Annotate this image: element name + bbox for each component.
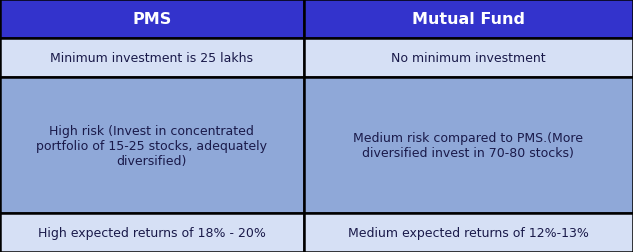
Text: High risk (Invest in concentrated
portfolio of 15-25 stocks, adequately
diversif: High risk (Invest in concentrated portfo…	[37, 124, 267, 167]
Text: Minimum investment is 25 lakhs: Minimum investment is 25 lakhs	[51, 52, 253, 65]
Bar	[304, 78, 633, 213]
Text: No minimum investment: No minimum investment	[391, 52, 546, 65]
Text: Mutual Fund: Mutual Fund	[412, 12, 525, 27]
Bar	[0, 213, 304, 252]
Bar	[0, 39, 304, 78]
Text: High expected returns of 18% - 20%: High expected returns of 18% - 20%	[38, 226, 266, 239]
Text: Medium expected returns of 12%-13%: Medium expected returns of 12%-13%	[348, 226, 589, 239]
Bar	[0, 78, 304, 213]
Bar	[0, 0, 304, 39]
Bar	[304, 0, 633, 39]
Bar	[304, 39, 633, 78]
Text: Medium risk compared to PMS.(More
diversified invest in 70-80 stocks): Medium risk compared to PMS.(More divers…	[353, 132, 584, 160]
Bar	[304, 213, 633, 252]
Text: PMS: PMS	[132, 12, 172, 27]
